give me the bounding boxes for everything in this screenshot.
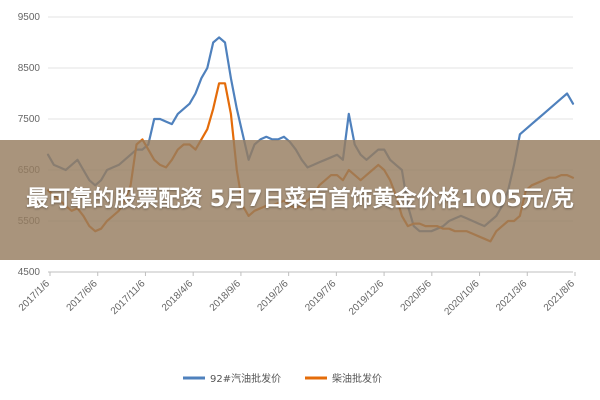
- y-tick-label: 9500: [18, 12, 41, 23]
- x-tick-label: 2018/9/6: [208, 278, 244, 314]
- x-tick-label: 2019/12/6: [347, 278, 387, 318]
- x-tick-label: 2019/2/6: [255, 278, 291, 314]
- x-tick-label: 2017/11/6: [109, 278, 148, 317]
- x-tick-label: 2017/1/6: [17, 278, 53, 314]
- x-tick-label: 2018/4/6: [160, 278, 196, 314]
- y-tick-label: 7500: [18, 114, 41, 125]
- x-axis-labels: 2017/1/6 2017/6/6 2017/11/6 2018/4/6 2018/9/…: [17, 272, 578, 318]
- x-tick-label: 2019/7/6: [303, 278, 339, 314]
- x-tick-label: 2020/10/6: [442, 278, 482, 318]
- x-tick-label: 2020/5/6: [399, 278, 435, 314]
- y-tick-label: 8500: [18, 63, 41, 74]
- headline-banner: 最可靠的股票配资 5月7日菜百首饰黄金价格1005元/克: [0, 140, 600, 260]
- legend: 92#汽油批发价 柴油批发价: [183, 372, 382, 385]
- headline-text: 最可靠的股票配资 5月7日菜百首饰黄金价格1005元/克: [26, 187, 574, 212]
- x-tick-label: 2021/8/6: [542, 278, 578, 314]
- x-tick-label: 2021/3/6: [494, 278, 530, 314]
- legend-label-2: 柴油批发价: [332, 372, 382, 385]
- x-tick-label: 2017/6/6: [65, 278, 101, 314]
- y-tick-label: 4500: [18, 267, 41, 278]
- legend-label-1: 92#汽油批发价: [210, 372, 281, 385]
